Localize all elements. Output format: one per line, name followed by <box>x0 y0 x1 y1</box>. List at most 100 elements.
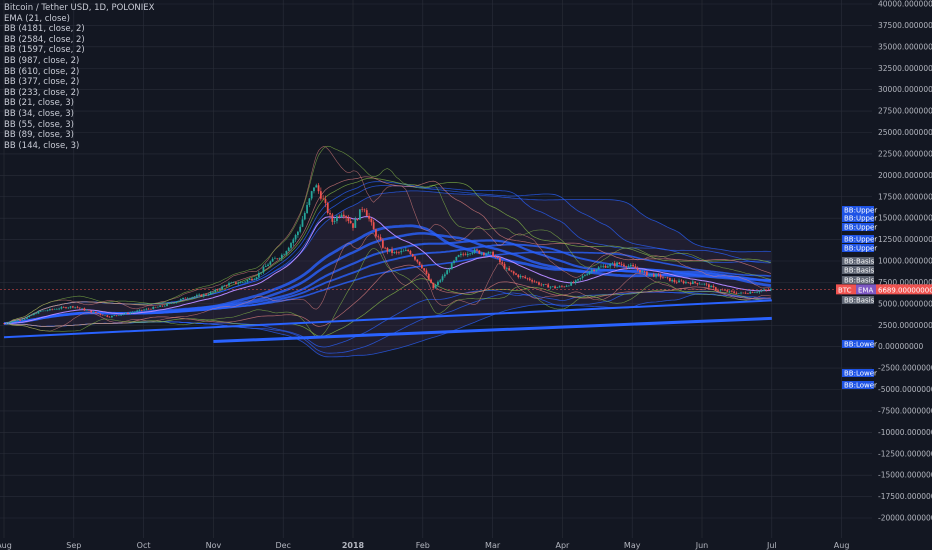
candle-body <box>563 286 566 288</box>
candle-body <box>409 250 412 255</box>
candle-body <box>53 309 56 310</box>
candle-body <box>606 266 609 268</box>
candle-body <box>92 311 95 313</box>
candle-body <box>540 284 543 286</box>
chart-title[interactable]: Bitcoin / Tether USD, 1D, POLONIEX <box>4 3 155 13</box>
indicator-label[interactable]: EMA (21, close) <box>4 13 70 24</box>
indicator-label[interactable]: BB (21, close, 3) <box>4 98 74 109</box>
candle-body <box>372 222 375 230</box>
candle-body <box>492 251 494 257</box>
indicator-label[interactable]: BB (4181, close, 2) <box>4 24 85 35</box>
y-tick-label: 7500.00000000 <box>878 278 932 287</box>
candle-body <box>26 317 28 319</box>
candle-body <box>189 298 191 299</box>
time-axis[interactable]: Aug Sep Oct Nov Dec 2018 Feb Mar Apr May Jun Jul Aug <box>0 541 849 550</box>
indicator-label[interactable]: BB (55, close, 3) <box>4 119 74 130</box>
candle-body <box>712 285 715 288</box>
candle-body <box>74 306 77 308</box>
indicator-label[interactable]: BB (1597, close, 2) <box>4 45 85 56</box>
series-badge-label: BB:Basis <box>844 297 875 305</box>
price-axis[interactable]: 40000.00000000 37500.00000000 35000.000000… <box>878 0 932 523</box>
candle-body <box>127 312 129 314</box>
candle-body <box>306 205 308 214</box>
candle-body <box>90 310 93 313</box>
candle-body <box>78 307 81 309</box>
candle-body <box>310 191 313 199</box>
x-tick-label: Apr <box>555 541 570 550</box>
candle-body <box>379 237 382 241</box>
candle-body <box>512 271 515 274</box>
candle-body <box>418 261 421 266</box>
indicator-label[interactable]: BB (144, close, 3) <box>4 140 80 151</box>
indicator-label[interactable]: BB (34, close, 3) <box>4 108 74 119</box>
candle-body <box>740 292 742 294</box>
candle-body <box>212 291 214 293</box>
x-tick-label: Aug <box>834 541 850 550</box>
candle-body <box>35 313 38 315</box>
indicator-label[interactable]: BB (233, close, 2) <box>4 87 80 98</box>
candle-body <box>145 308 148 310</box>
bollinger-bands <box>3 145 772 358</box>
series-badge-label: BB:Upper <box>844 245 877 253</box>
indicator-label[interactable]: BB (89, close, 3) <box>4 130 74 141</box>
candle-body <box>391 249 393 253</box>
candle-body <box>292 239 295 244</box>
bb-short-upper <box>3 146 771 324</box>
candle-body <box>629 265 632 267</box>
series-badge-label: BB:Lower <box>844 370 877 378</box>
indicator-label[interactable]: BB (2584, close, 2) <box>4 34 85 45</box>
series-badge-label: BB:Upper <box>844 224 877 232</box>
bb-fill <box>4 190 771 357</box>
candle-body <box>115 315 118 316</box>
candle-body <box>237 283 240 284</box>
candle-body <box>446 270 449 275</box>
candle-body <box>763 289 765 291</box>
bb-short-lower <box>3 233 771 332</box>
candle-body <box>301 219 304 227</box>
ema-line <box>4 216 771 324</box>
candle-body <box>202 294 205 297</box>
candle-body <box>340 214 343 217</box>
indicator-label[interactable]: BB (610, close, 2) <box>4 66 80 77</box>
candle-body <box>7 322 10 324</box>
candle-body <box>696 282 699 285</box>
candle-body <box>46 310 49 311</box>
series-badge <box>842 276 874 284</box>
candle-body <box>623 264 625 267</box>
x-tick-label: Feb <box>416 541 430 550</box>
candle-body <box>251 278 253 281</box>
candle-body <box>67 307 70 309</box>
indicator-label[interactable]: BB (987, close, 2) <box>4 55 80 66</box>
candle-body <box>253 279 256 281</box>
candle-body <box>733 291 736 293</box>
candle-body <box>724 290 726 291</box>
candle-body <box>588 271 591 275</box>
x-tick-label: Jul <box>766 541 777 550</box>
candle-body <box>368 215 370 219</box>
candle-body <box>99 313 102 315</box>
candle-body <box>228 283 230 286</box>
candle-body <box>313 187 315 192</box>
candle-body <box>756 292 759 293</box>
candle-body <box>244 281 246 283</box>
candle-body <box>375 229 377 237</box>
candle-body <box>701 283 703 285</box>
candle-body <box>299 226 302 232</box>
candle-body <box>561 286 563 287</box>
series-badge <box>842 381 874 389</box>
candle-body <box>473 249 476 253</box>
candle-body <box>65 307 67 309</box>
candle-body <box>717 290 719 291</box>
indicator-label[interactable]: BB (377, close, 2) <box>4 77 80 88</box>
candle-body <box>590 269 593 272</box>
candle-body <box>595 269 598 271</box>
candle-body <box>111 315 113 318</box>
candle-body <box>287 247 290 251</box>
candle-body <box>682 281 685 284</box>
candle-body <box>317 185 320 192</box>
candle-body <box>751 291 754 293</box>
candle-body <box>478 250 481 254</box>
candle-body <box>510 270 513 272</box>
current-price-badge <box>876 284 932 295</box>
